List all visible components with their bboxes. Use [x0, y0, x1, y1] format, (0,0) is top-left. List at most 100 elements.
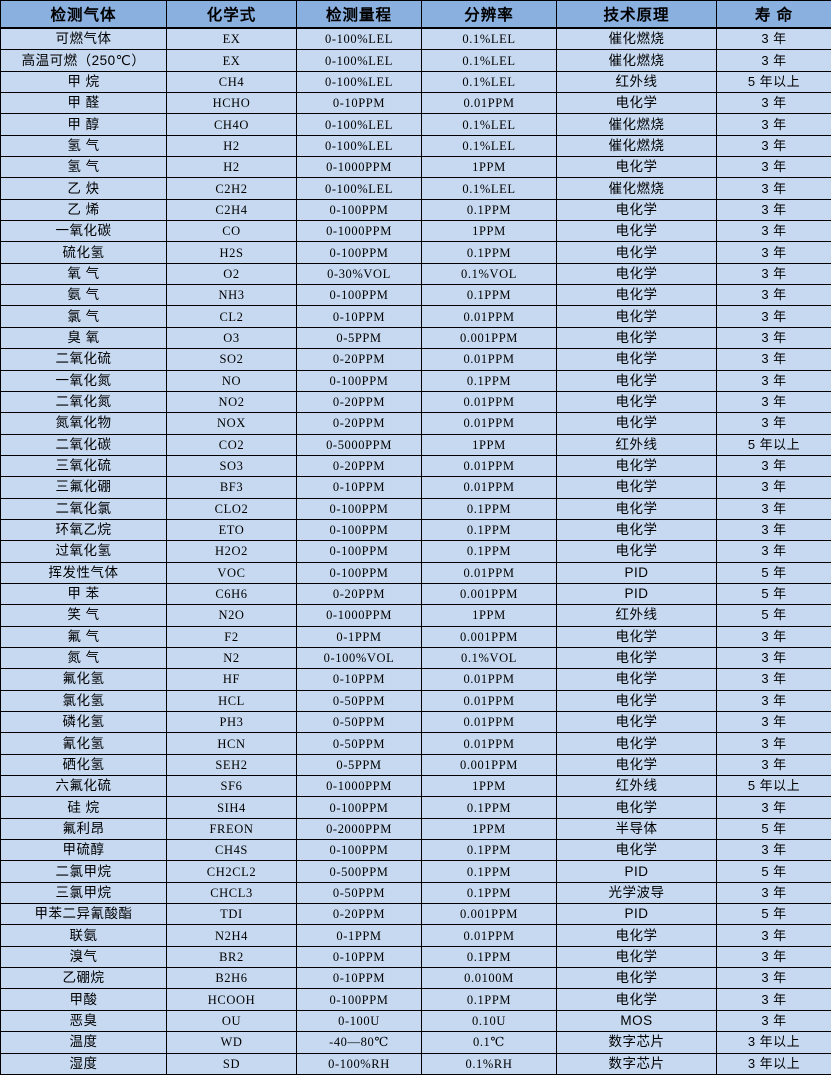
cell-tech: 催化燃烧 [556, 113, 717, 136]
cell-life: 3 年以上 [716, 1031, 831, 1054]
cell-tech: 催化燃烧 [556, 27, 717, 51]
cell-range: 0-100PPM [296, 839, 422, 862]
cell-formula: EX [166, 27, 297, 51]
cell-tech: 电化学 [556, 924, 717, 947]
cell-formula: SD [166, 1052, 297, 1075]
cell-range: 0-100PPM [296, 796, 422, 819]
cell-gas: 乙 烯 [0, 198, 167, 222]
cell-formula: HCL [166, 689, 297, 713]
cell-tech: 电化学 [556, 220, 717, 243]
cell-res: 0.1%RH [421, 1052, 557, 1075]
cell-life: 3 年 [716, 625, 831, 648]
cell-life: 3 年以上 [716, 1052, 831, 1075]
cell-tech: 电化学 [556, 625, 717, 648]
cell-life: 5 年 [716, 817, 831, 841]
table-row: 高温可燃（250℃） EX 0-100%LEL 0.1%LEL 催化燃烧 3 年 [0, 49, 831, 72]
cell-range: 0-20PPM [296, 582, 422, 606]
cell-formula: B2H6 [166, 967, 297, 990]
cell-res: 0.01PPM [421, 924, 557, 947]
column-header-range: 检测量程 [296, 0, 422, 29]
cell-range: 0-10PPM [296, 945, 422, 969]
cell-tech: PID [556, 561, 717, 584]
cell-res: 0.1%LEL [421, 27, 557, 51]
cell-life: 5 年 [716, 903, 831, 926]
cell-formula: N2O [166, 604, 297, 627]
table-row: 二氧化氯 CLO2 0-100PPM 0.1PPM 电化学 3 年 [0, 497, 831, 520]
cell-gas: 氟 气 [0, 625, 167, 648]
cell-range: 0-1000PPM [296, 604, 422, 627]
cell-res: 0.001PPM [421, 903, 557, 926]
cell-life: 3 年 [716, 326, 831, 350]
cell-life: 3 年 [716, 262, 831, 286]
cell-gas: 三氯甲烷 [0, 881, 167, 905]
cell-life: 3 年 [716, 839, 831, 862]
cell-res: 0.1PPM [421, 540, 557, 563]
cell-range: 0-100PPM [296, 540, 422, 563]
cell-res: 0.1%LEL [421, 113, 557, 136]
cell-range: 0-10PPM [296, 967, 422, 990]
cell-gas: 环氧乙烷 [0, 518, 167, 542]
cell-res: 0.01PPM [421, 689, 557, 713]
table-row: 氮氧化物 NOX 0-20PPM 0.01PPM 电化学 3 年 [0, 412, 831, 435]
cell-range: 0-100%RH [296, 1052, 422, 1075]
cell-range: 0-100PPM [296, 497, 422, 520]
cell-gas: 甲 醛 [0, 92, 167, 115]
cell-formula: NOX [166, 412, 297, 435]
cell-gas: 一氧化碳 [0, 220, 167, 243]
cell-res: 0.1PPM [421, 241, 557, 264]
cell-range: 0-20PPM [296, 454, 422, 478]
table-row: 氟利昂 FREON 0-2000PPM 1PPM 半导体 5 年 [0, 817, 831, 841]
cell-formula: HCHO [166, 92, 297, 115]
cell-life: 3 年 [716, 198, 831, 222]
cell-range: 0-100%LEL [296, 70, 422, 94]
cell-res: 0.1PPM [421, 881, 557, 905]
cell-gas: 氢 气 [0, 156, 167, 179]
cell-res: 0.10U [421, 1009, 557, 1033]
cell-formula: CH2CL2 [166, 860, 297, 883]
cell-life: 3 年 [716, 27, 831, 51]
cell-gas: 磷化氢 [0, 710, 167, 734]
cell-life: 5 年 [716, 561, 831, 584]
cell-tech: 红外线 [556, 604, 717, 627]
table-row: 乙硼烷 B2H6 0-10PPM 0.0100M 电化学 3 年 [0, 967, 831, 990]
cell-life: 3 年 [716, 668, 831, 691]
table-row: 甲苯二异氰酸酯 TDI 0-20PPM 0.001PPM PID 5 年 [0, 903, 831, 926]
cell-formula: NO [166, 369, 297, 392]
cell-tech: 电化学 [556, 732, 717, 755]
table-row: 二氯甲烷 CH2CL2 0-500PPM 0.1PPM PID 5 年 [0, 860, 831, 883]
cell-range: 0-500PPM [296, 860, 422, 883]
cell-gas: 氨 气 [0, 284, 167, 307]
cell-formula: N2H4 [166, 924, 297, 947]
cell-range: 0-20PPM [296, 412, 422, 435]
cell-range: 0-100%LEL [296, 177, 422, 200]
cell-range: 0-2000PPM [296, 817, 422, 841]
cell-formula: H2S [166, 241, 297, 264]
cell-life: 3 年 [716, 177, 831, 200]
cell-gas: 湿度 [0, 1052, 167, 1075]
cell-res: 0.01PPM [421, 348, 557, 371]
cell-range: 0-100%LEL [296, 113, 422, 136]
cell-life: 3 年 [716, 988, 831, 1011]
cell-tech: 电化学 [556, 412, 717, 435]
cell-formula: SIH4 [166, 796, 297, 819]
cell-res: 0.1%VOL [421, 262, 557, 286]
cell-life: 5 年 [716, 582, 831, 606]
table-row: 溴气 BR2 0-10PPM 0.1PPM 电化学 3 年 [0, 945, 831, 969]
cell-range: 0-100%LEL [296, 27, 422, 51]
cell-range: 0-1PPM [296, 625, 422, 648]
cell-res: 0.01PPM [421, 454, 557, 478]
cell-tech: 电化学 [556, 646, 717, 670]
cell-gas: 氢 气 [0, 134, 167, 158]
cell-formula: N2 [166, 646, 297, 670]
cell-life: 5 年以上 [716, 775, 831, 798]
cell-res: 0.1%LEL [421, 70, 557, 94]
cell-range: 0-50PPM [296, 881, 422, 905]
cell-tech: 电化学 [556, 497, 717, 520]
cell-range: 0-20PPM [296, 903, 422, 926]
cell-gas: 挥发性气体 [0, 561, 167, 584]
table-row: 甲酸 HCOOH 0-100PPM 0.1PPM 电化学 3 年 [0, 988, 831, 1011]
cell-formula: ETO [166, 518, 297, 542]
cell-tech: 红外线 [556, 775, 717, 798]
cell-gas: 二氧化碳 [0, 433, 167, 456]
table-row: 一氧化氮 NO 0-100PPM 0.1PPM 电化学 3 年 [0, 369, 831, 392]
